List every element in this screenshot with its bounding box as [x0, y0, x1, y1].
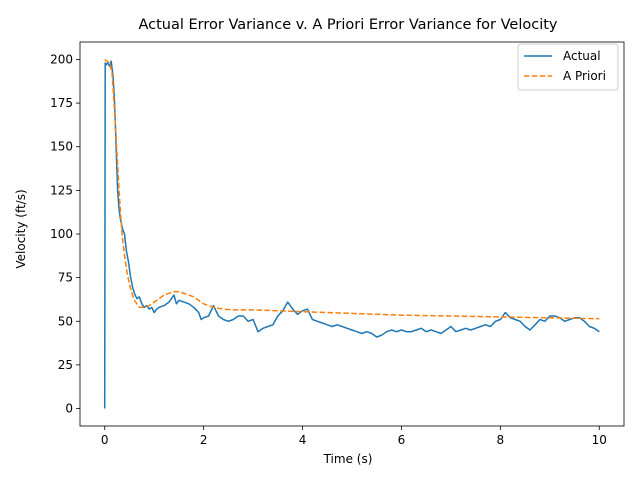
plot-area: [103, 58, 600, 409]
y-axis-label: Velocity (ft/s): [14, 189, 28, 268]
legend-entry: A Priori: [563, 69, 606, 83]
series-line-a-priori: [104, 58, 600, 320]
y-tick-label: 25: [58, 358, 73, 372]
chart-title: Actual Error Variance v. A Priori Error …: [138, 17, 557, 33]
x-axis-label: Time (s): [323, 452, 373, 466]
legend: Actual A Priori: [517, 43, 619, 91]
x-tick-label: 0: [101, 433, 109, 447]
y-tick-label: 50: [58, 314, 73, 328]
y-axis: 0 25 50 75 100 125 150 175 200: [50, 52, 80, 416]
x-axis: 0 2 4 6 8 10: [101, 426, 607, 447]
y-tick-label: 100: [50, 227, 73, 241]
x-tick-label: 10: [592, 433, 607, 447]
y-tick-label: 175: [50, 96, 73, 110]
x-tick-label: 6: [398, 433, 406, 447]
series-line-actual: [103, 60, 600, 409]
y-tick-label: 150: [50, 140, 73, 154]
y-tick-label: 75: [58, 271, 73, 285]
x-tick-label: 4: [299, 433, 307, 447]
y-tick-label: 200: [50, 52, 73, 66]
y-tick-label: 125: [50, 183, 73, 197]
y-tick-label: 0: [65, 402, 73, 416]
x-tick-label: 2: [200, 433, 208, 447]
x-tick-label: 8: [497, 433, 505, 447]
legend-entry: Actual: [563, 49, 601, 63]
